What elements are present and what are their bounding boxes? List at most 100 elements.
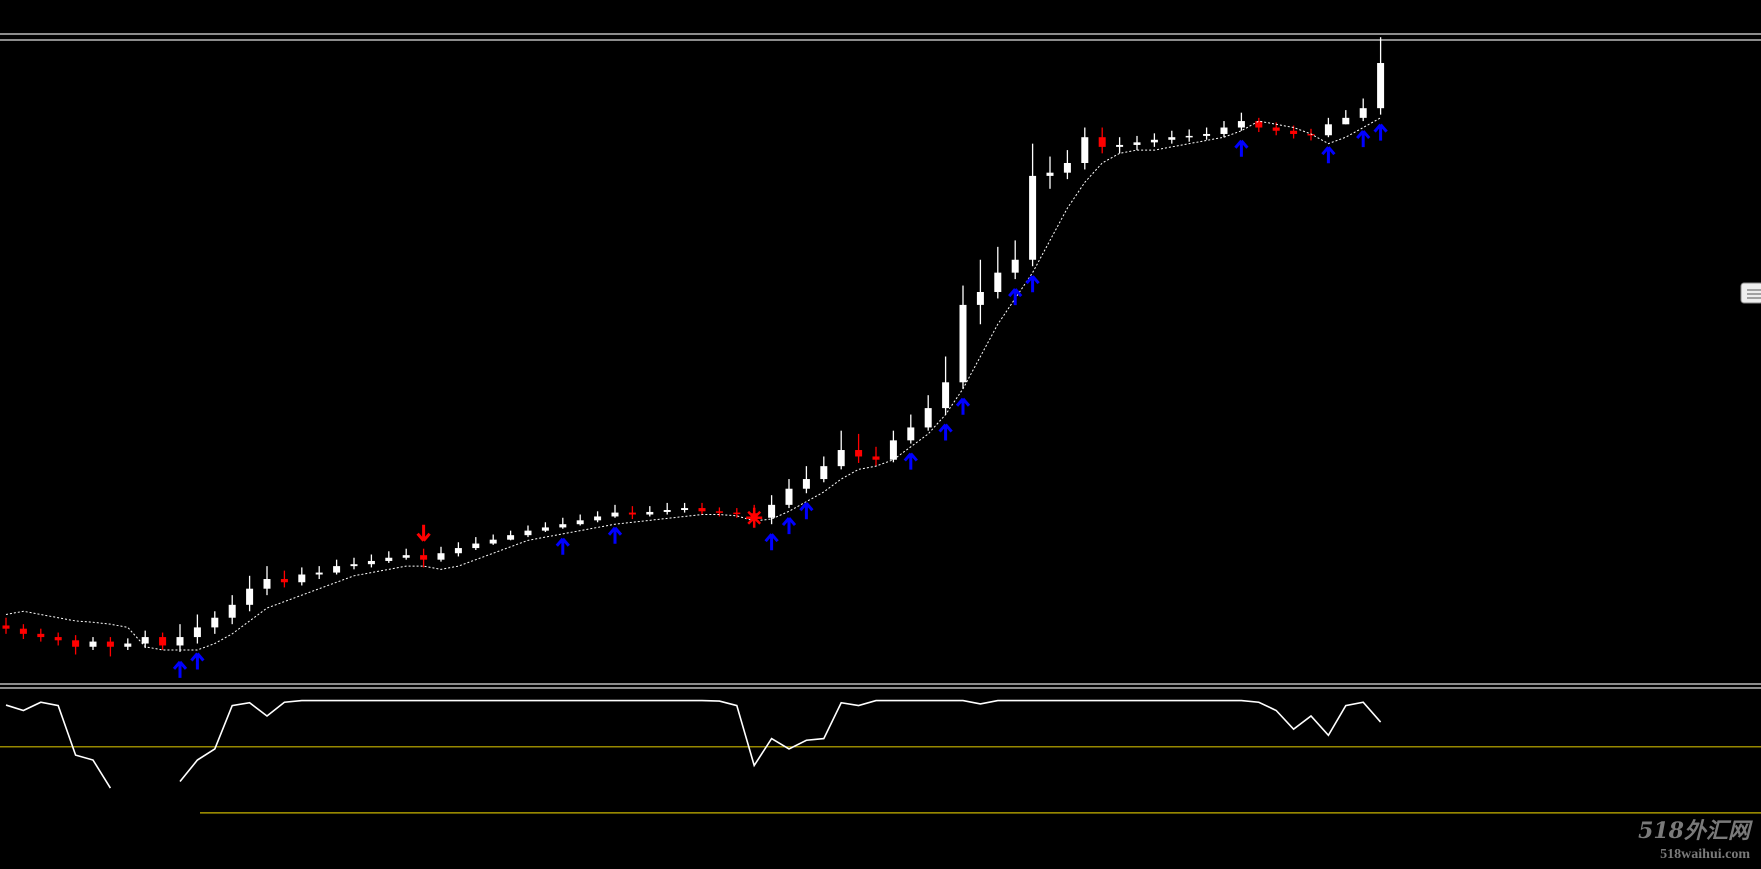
candle-body	[837, 450, 845, 467]
candle-body	[681, 508, 689, 511]
candle-body	[315, 572, 323, 575]
candle-body	[768, 504, 776, 518]
candle-body	[733, 512, 741, 515]
candle-body	[698, 508, 706, 512]
candle-body	[350, 564, 358, 567]
candle-body	[507, 535, 515, 540]
candle-body	[1237, 121, 1245, 128]
buy-arrow	[903, 452, 918, 470]
buy-arrow	[1008, 288, 1023, 306]
buy-arrow	[1234, 139, 1249, 157]
buy-arrow	[190, 652, 205, 670]
candle-body	[1307, 133, 1315, 136]
candle-body	[942, 382, 950, 409]
candle-body	[280, 579, 288, 583]
candle-body	[1098, 137, 1106, 147]
candle-body	[872, 456, 880, 460]
candle-body	[19, 628, 27, 634]
candle-body	[889, 440, 897, 460]
candle-body	[176, 637, 184, 646]
candle-body	[785, 488, 793, 505]
candle-body	[1029, 175, 1037, 260]
buy-arrow	[555, 537, 570, 555]
candle-body	[1220, 127, 1228, 134]
buy-arrow	[1356, 130, 1371, 148]
sell-arrow	[416, 524, 431, 542]
candle-body	[246, 588, 254, 605]
candle-body	[454, 548, 462, 554]
candle-body	[1046, 172, 1054, 176]
buy-arrow	[172, 660, 188, 678]
candle-body	[1342, 117, 1350, 125]
candle-body	[72, 640, 80, 647]
candle-body	[1185, 135, 1193, 138]
trail-line	[5, 117, 1381, 651]
buy-arrow	[781, 517, 797, 535]
candle-body	[524, 530, 532, 536]
candle-body	[1255, 121, 1263, 128]
candle-body	[959, 304, 967, 383]
candle-body	[1290, 130, 1298, 134]
buy-arrow	[607, 526, 623, 544]
candle-body	[385, 557, 393, 561]
buy-arrow	[1373, 123, 1388, 141]
candle-body	[141, 637, 149, 644]
candle-body	[1150, 139, 1158, 143]
buy-arrow	[938, 423, 953, 441]
side-button[interactable]	[1740, 282, 1761, 304]
candle-body	[37, 633, 45, 638]
candle-body	[263, 579, 271, 589]
buy-arrow	[1321, 146, 1336, 164]
candle-body	[628, 512, 636, 515]
candle-body	[907, 427, 915, 441]
candle-body	[54, 637, 62, 641]
candle-body	[663, 510, 671, 512]
candle-body	[298, 574, 306, 583]
candle-body	[2, 625, 10, 629]
candle-body	[159, 637, 167, 646]
candle-body	[646, 511, 654, 515]
watermark-url: 518waihui.com	[1660, 847, 1750, 862]
candle-body	[89, 641, 97, 647]
candle-body	[559, 524, 567, 528]
candle-body	[1133, 142, 1141, 145]
candle-body	[1324, 124, 1332, 136]
candle-body	[994, 272, 1002, 292]
candle-body	[1377, 63, 1385, 109]
candle-body	[976, 292, 984, 305]
candle-body	[420, 555, 428, 560]
candle-body	[715, 511, 723, 513]
candle-body	[437, 553, 445, 560]
candle-body	[367, 560, 375, 565]
candle-body	[489, 539, 497, 544]
candle-body	[333, 566, 341, 573]
buy-arrow	[764, 533, 779, 551]
candle-body	[1063, 163, 1071, 173]
candle-body	[541, 527, 549, 531]
candle-body	[1272, 127, 1280, 131]
candle-body	[211, 617, 219, 628]
buy-arrow	[1025, 275, 1040, 293]
candle-body	[855, 450, 863, 457]
candle-body	[193, 627, 201, 638]
candle-body	[1168, 137, 1176, 140]
candle-body	[594, 516, 602, 521]
candle-body	[1203, 133, 1211, 136]
candle-body	[1116, 144, 1124, 147]
candle-body	[611, 512, 619, 517]
candle-body	[924, 408, 932, 428]
candle-body	[106, 641, 114, 647]
buy-arrow	[955, 397, 971, 415]
candle-body	[124, 643, 132, 647]
candle-body	[1359, 108, 1367, 118]
candle-body	[820, 466, 828, 480]
buy-arrow	[799, 502, 814, 520]
candle-body	[402, 555, 410, 558]
candle-body	[1011, 259, 1019, 273]
candle-body	[228, 604, 236, 618]
oscillator-line	[5, 699, 1382, 789]
candle-body	[472, 543, 480, 549]
